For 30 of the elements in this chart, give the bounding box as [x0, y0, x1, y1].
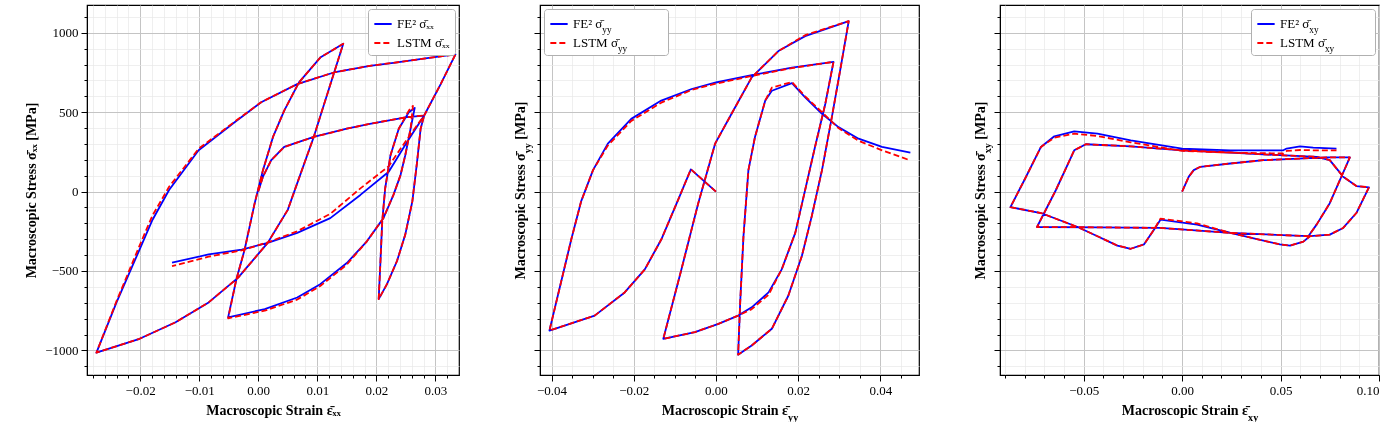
legend-label: FE² σ̄$_{xy}$ [1280, 16, 1319, 35]
y-tick-label: 0 [72, 184, 79, 200]
y-tick-label: 1000 [52, 25, 79, 41]
legend-label: FE² σ̄$_{yy}$ [573, 16, 612, 35]
x-tick-label: 0.05 [1269, 382, 1293, 398]
x-tick-label: −0.02 [125, 382, 156, 398]
x-axis-title: Macroscopic Strain ε̄$_{xy}$ [1121, 402, 1259, 422]
x-tick-label: 0.10 [1356, 382, 1380, 398]
x-tick-label: 0.01 [306, 382, 330, 398]
legend-label: FE² σ̄ₓₓ [397, 16, 435, 31]
y-tick-label: −500 [51, 263, 79, 279]
x-tick-label: 0.04 [869, 382, 893, 398]
legend-label: LSTM σ̄$_{xy}$ [1280, 35, 1335, 54]
x-tick-label: −0.01 [184, 382, 215, 398]
x-tick-label: 0.02 [787, 382, 811, 398]
legend-label: LSTM σ̄ₓₓ [397, 35, 450, 50]
y-axis-title: Macroscopic Stress σ̄ₓₓ [MPa] [24, 102, 40, 279]
y-tick-label: −1000 [45, 342, 79, 358]
x-tick-label: 0.02 [365, 382, 389, 398]
x-tick-label: 0.03 [424, 382, 448, 398]
x-tick-label: 0.00 [247, 382, 271, 398]
x-tick-label: −0.04 [536, 382, 568, 398]
x-tick-label: −0.05 [1069, 382, 1100, 398]
x-tick-label: 0.00 [1171, 382, 1194, 398]
legend-label: LSTM σ̄$_{yy}$ [573, 35, 628, 54]
x-tick-label: −0.02 [619, 382, 650, 398]
x-axis-title: Macroscopic Strain ε̄ₓₓ [206, 402, 342, 418]
x-tick-label: 0.00 [705, 382, 728, 398]
x-axis-title: Macroscopic Strain ε̄$_{yy}$ [661, 402, 799, 422]
y-tick-label: 500 [59, 104, 79, 120]
